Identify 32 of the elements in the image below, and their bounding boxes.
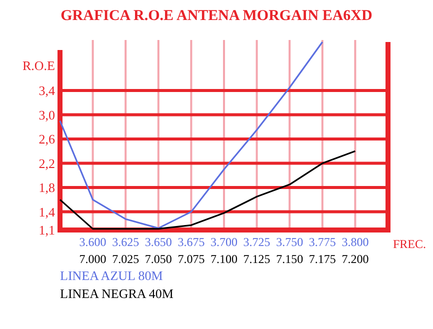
line-series: [59, 41, 324, 229]
text: 7.100: [210, 252, 238, 266]
y-tick-label: 1,1: [38, 222, 55, 238]
text: 7.000: [79, 252, 106, 266]
text: 7.175: [308, 252, 336, 266]
line-series: [59, 150, 356, 230]
text: 7.050: [144, 252, 172, 266]
x-tick-label: 3.800: [342, 235, 369, 249]
x-tick-label: 3.600: [79, 235, 106, 249]
x-tick-label: 3.625: [112, 235, 140, 249]
text: 7.125: [243, 252, 270, 266]
y-tick-label: 1,4: [38, 204, 56, 220]
text: LINEA AZUL 80M: [60, 268, 164, 283]
chart-title: GRAFICA R.O.E ANTENA MORGAIN EA6XD: [60, 8, 373, 24]
text: 7.200: [342, 252, 369, 266]
y-tick-label: 2,6: [38, 132, 56, 147]
text: 7.025: [112, 252, 140, 266]
y-tick-label: 3,0: [38, 107, 55, 122]
x-axis-title: FREC.: [393, 237, 426, 251]
x-tick-label: 3.700: [210, 235, 238, 249]
x-tick-label: 3.750: [276, 235, 304, 249]
text: 7.075: [178, 252, 205, 266]
y-axis-title: R.O.E: [22, 58, 56, 73]
y-tick-label: 2,2: [38, 156, 55, 171]
x-tick-label: 3.650: [144, 235, 172, 249]
x-tick-label: 3.675: [178, 235, 205, 249]
y-tick-label: 3,4: [38, 83, 56, 98]
x-tick-label: 3.775: [308, 235, 336, 249]
x-tick-label: 3.725: [243, 235, 270, 249]
y-tick-label: 1,8: [38, 180, 55, 196]
text: LINEA NEGRA 40M: [60, 286, 174, 301]
text: 7.150: [276, 252, 304, 266]
